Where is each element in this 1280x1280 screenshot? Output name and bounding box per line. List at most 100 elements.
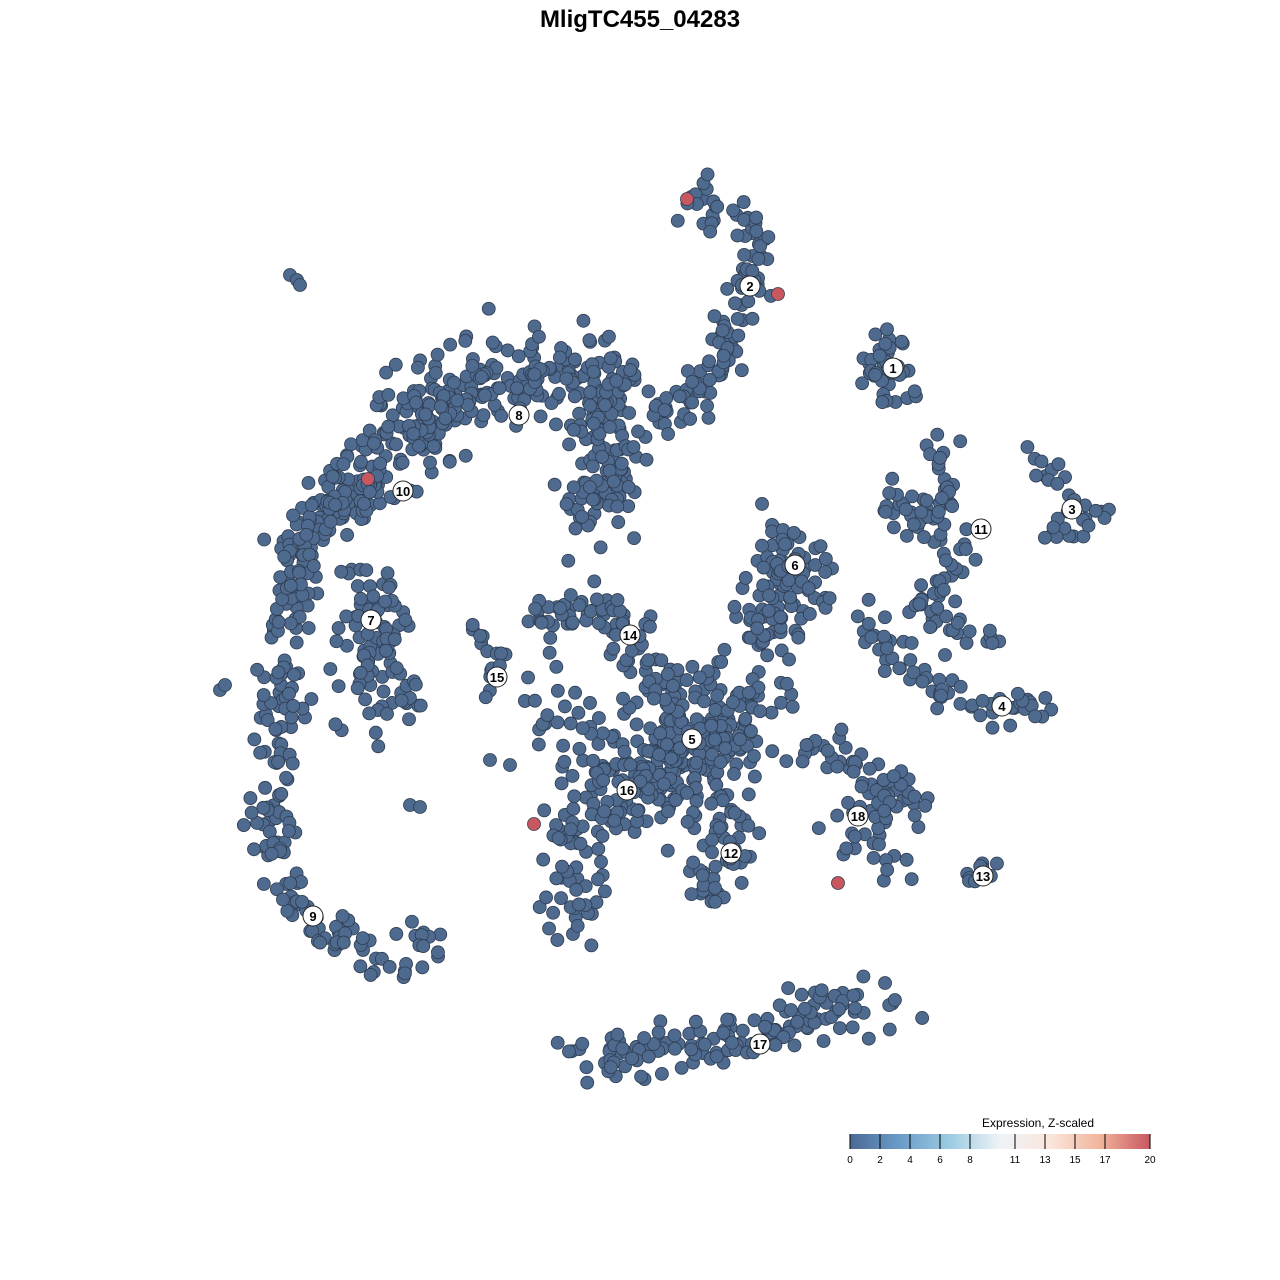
cell-point xyxy=(299,527,314,542)
cell-point xyxy=(868,327,883,342)
cell-point xyxy=(354,454,368,469)
cell-point xyxy=(381,580,396,595)
cluster-label-badge xyxy=(882,357,904,379)
cell-point xyxy=(368,725,383,740)
cell-point xyxy=(737,212,752,227)
cell-point xyxy=(813,539,828,554)
cell-point xyxy=(715,793,730,808)
cell-point xyxy=(353,591,368,606)
cell-point xyxy=(596,773,611,788)
cell-point xyxy=(894,334,909,349)
cell-point xyxy=(710,199,725,214)
cell-point xyxy=(886,520,901,535)
cell-point xyxy=(715,323,730,338)
cell-point xyxy=(549,659,564,674)
cell-point xyxy=(934,491,949,505)
cell-point xyxy=(285,756,300,771)
cell-point xyxy=(752,826,767,841)
cell-point xyxy=(799,738,814,752)
cell-point xyxy=(323,662,338,676)
cell-point xyxy=(882,486,897,500)
cell-point xyxy=(1020,440,1035,454)
cell-point xyxy=(331,679,346,694)
cell-point xyxy=(1003,718,1018,733)
cell-point xyxy=(726,203,741,218)
cell-point xyxy=(846,764,861,779)
cell-point xyxy=(875,395,890,410)
cell-point xyxy=(861,616,876,631)
cell-point xyxy=(568,352,582,367)
cell-point xyxy=(685,395,700,410)
cell-point xyxy=(559,371,574,386)
cell-point xyxy=(582,480,597,495)
cell-point xyxy=(1037,530,1052,545)
cell-point xyxy=(1010,686,1025,701)
cell-point xyxy=(864,630,879,645)
cell-point xyxy=(616,691,630,706)
cell-point xyxy=(561,553,576,568)
cell-point xyxy=(289,635,304,650)
cell-point xyxy=(328,717,343,732)
cluster-label-badge xyxy=(302,905,324,927)
cell-point xyxy=(880,862,895,877)
cell-point xyxy=(569,882,584,897)
cell-point xyxy=(878,504,893,519)
cell-point xyxy=(861,1031,876,1046)
cell-point xyxy=(339,609,354,624)
cluster-label-badge xyxy=(616,779,638,801)
cell-point xyxy=(528,693,542,708)
cluster-label: 4 xyxy=(991,695,1013,717)
cell-point xyxy=(641,1049,656,1064)
cluster-label: 1 xyxy=(882,357,904,379)
cell-point xyxy=(697,694,712,709)
cell-point xyxy=(359,563,374,578)
cell-point xyxy=(818,551,833,566)
legend: Expression, Z-scaled 0 2 4 6 8 11 13 15 17 20 xyxy=(847,1116,1156,1166)
cell-point xyxy=(594,854,608,869)
cell-point xyxy=(695,868,710,883)
legend-tick-label: 6 xyxy=(937,1155,943,1166)
cluster-label-text: 1 xyxy=(889,361,896,376)
cell-point xyxy=(877,664,892,679)
cell-point xyxy=(915,674,930,689)
cluster-label-badge xyxy=(392,480,414,502)
cell-point xyxy=(845,1020,860,1035)
cell-point xyxy=(247,842,261,857)
cell-point xyxy=(573,836,588,851)
cell-point xyxy=(415,960,430,975)
cell-point xyxy=(703,224,718,239)
cell-point xyxy=(1088,503,1103,518)
cell-point xyxy=(780,676,794,691)
cell-point xyxy=(730,228,745,243)
cell-point xyxy=(834,722,849,737)
cell-point xyxy=(494,646,508,661)
cell-point xyxy=(959,636,974,650)
cell-point xyxy=(593,540,608,555)
legend-title: Expression, Z-scaled xyxy=(982,1116,1094,1130)
cell-point xyxy=(709,1049,724,1064)
cell-point xyxy=(571,705,586,720)
cell-point xyxy=(450,393,465,408)
cell-point xyxy=(684,887,699,901)
cell-point xyxy=(566,480,581,495)
cell-point xyxy=(542,645,557,660)
cell-point xyxy=(685,374,700,389)
cell-point xyxy=(718,741,733,756)
cell-point xyxy=(398,966,412,981)
cell-point xyxy=(725,1035,739,1050)
cell-point xyxy=(862,761,877,776)
cell-point xyxy=(532,900,547,914)
cell-point xyxy=(416,939,431,953)
cell-point xyxy=(832,1021,847,1036)
cell-point xyxy=(363,968,378,982)
cell-point xyxy=(1028,709,1043,724)
cluster-label: 12 xyxy=(720,842,742,864)
cell-point xyxy=(672,741,687,756)
cell-point xyxy=(580,1075,595,1090)
cell-point xyxy=(774,643,789,658)
cluster-label-badge xyxy=(991,695,1013,717)
cell-point xyxy=(406,426,421,441)
cell-point xyxy=(717,642,732,657)
cell-point xyxy=(336,457,351,472)
cell-point xyxy=(877,803,892,818)
